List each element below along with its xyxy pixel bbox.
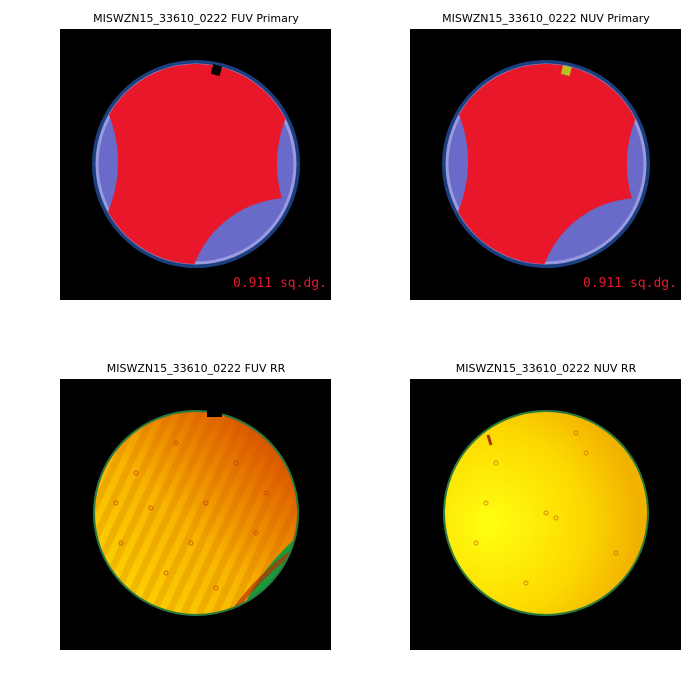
- area-label: 0.911 sq.dg.: [233, 276, 327, 291]
- primary-map: [444, 62, 648, 266]
- panel-title: MISWZN15_33610_0222 FUV Primary: [93, 12, 299, 25]
- rr-map: [443, 410, 649, 616]
- rr-map: [93, 409, 299, 616]
- primary-map: [94, 62, 298, 266]
- panel-title: MISWZN15_33610_0222 NUV RR: [456, 362, 637, 375]
- area-label: 0.911 sq.dg.: [583, 276, 677, 291]
- panel-title: MISWZN15_33610_0222 NUV Primary: [442, 12, 650, 25]
- panel-title: MISWZN15_33610_0222 FUV RR: [107, 362, 286, 375]
